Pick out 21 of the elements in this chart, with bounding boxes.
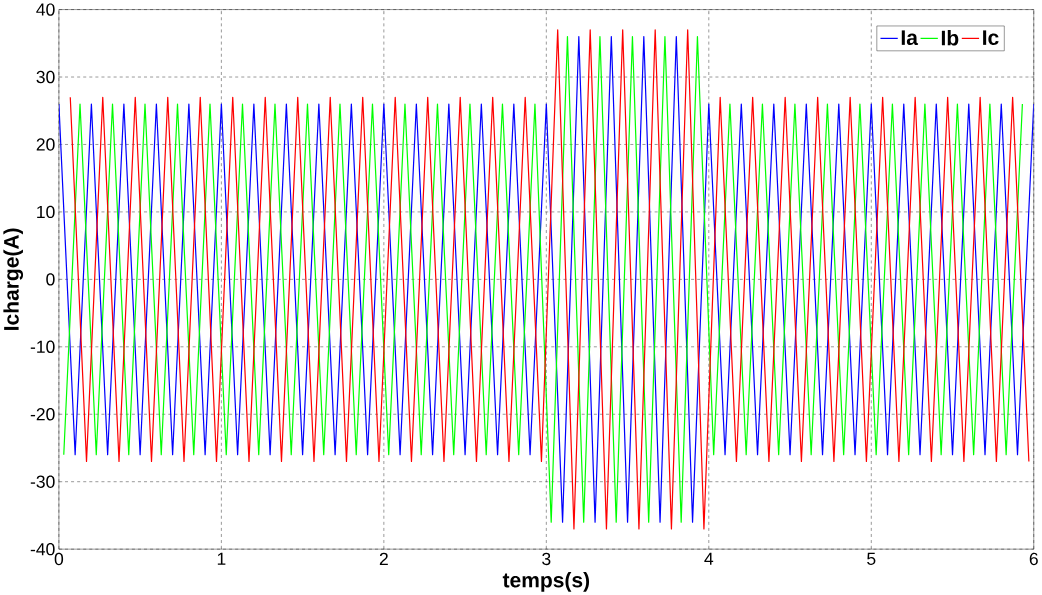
x-axis-title: temps(s) (502, 572, 590, 592)
y-tick-label: -20 (30, 408, 55, 421)
x-tick-label: 3 (542, 552, 551, 566)
legend-label: Ia (901, 30, 919, 46)
y-tick-label: 0 (46, 273, 55, 286)
x-tick-label: 5 (867, 552, 876, 565)
x-tick-label: 0 (54, 552, 64, 566)
y-tick-label: -30 (30, 475, 55, 488)
legend-label: Ib (941, 30, 959, 46)
y-tick-label: 40 (36, 3, 55, 16)
y-tick-label: 30 (36, 70, 55, 84)
x-tick-label: 2 (379, 552, 388, 565)
y-tick-label: -10 (30, 340, 55, 353)
x-tick-label: 6 (1029, 552, 1038, 566)
legend-label: Ic (983, 30, 999, 46)
x-tick-label: 4 (704, 552, 714, 565)
y-tick-label: 10 (37, 205, 55, 219)
y-tick-label: 20 (36, 138, 55, 151)
y-tick-label: -40 (30, 542, 55, 556)
y-axis-title: Icharge(A) (3, 228, 24, 330)
x-tick-label: 1 (217, 552, 226, 565)
